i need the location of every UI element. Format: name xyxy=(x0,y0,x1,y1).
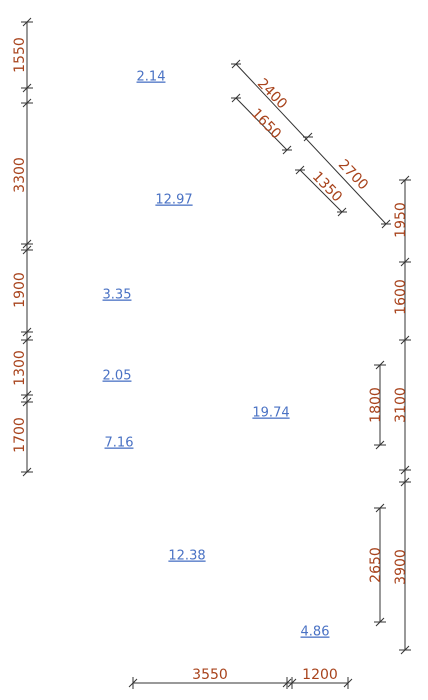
tick-marks xyxy=(21,17,411,689)
tick-mark xyxy=(375,440,385,450)
tick-mark xyxy=(343,678,353,688)
tick-mark xyxy=(400,175,410,185)
dimension-label: 1900 xyxy=(12,272,28,308)
tick-mark xyxy=(375,503,385,513)
dimension-lines xyxy=(26,22,406,684)
room-area: 4.86 xyxy=(301,625,330,640)
dimension-label: 2650 xyxy=(368,547,384,583)
dimension-label: 3100 xyxy=(393,387,409,423)
dimension-label: 1200 xyxy=(302,667,338,683)
room-area: 12.38 xyxy=(168,549,205,564)
dimension-label: 1950 xyxy=(393,202,409,238)
dimension-label: 1700 xyxy=(12,417,28,453)
room-area: 3.35 xyxy=(103,288,132,303)
tick-mark xyxy=(22,327,32,337)
dimension-label: 1300 xyxy=(12,350,28,386)
room-area: 2.14 xyxy=(137,70,166,85)
tick-mark xyxy=(375,360,385,370)
tick-mark xyxy=(22,397,32,407)
tick-mark xyxy=(128,678,138,688)
tick-mark xyxy=(22,98,32,108)
tick-mark xyxy=(22,239,32,249)
room-area: 12.97 xyxy=(155,193,192,208)
dimension-line xyxy=(235,63,387,225)
tick-mark xyxy=(282,678,292,688)
tick-mark xyxy=(22,17,32,27)
tick-mark xyxy=(287,678,297,688)
dimension-line xyxy=(235,97,288,151)
tick-mark xyxy=(22,83,32,93)
room-area: 19.74 xyxy=(252,406,289,421)
room-areas: 2.14 12.97 3.35 2.05 19.74 7.16 12.38 4.… xyxy=(103,70,330,640)
tick-mark xyxy=(22,245,32,255)
room-area: 2.05 xyxy=(103,369,132,384)
dimension-label: 1600 xyxy=(393,279,409,315)
tick-mark xyxy=(22,467,32,477)
dimension-line xyxy=(299,169,343,213)
dimension-label: 3300 xyxy=(12,157,28,193)
room-area: 7.16 xyxy=(105,436,134,451)
dimension-label: 3550 xyxy=(192,667,228,683)
dimension-label: 3900 xyxy=(393,549,409,585)
tick-mark xyxy=(400,645,410,655)
tick-mark xyxy=(375,617,385,627)
tick-mark xyxy=(400,465,410,475)
tick-mark xyxy=(400,477,410,487)
tick-mark xyxy=(400,257,410,267)
dimension-label: 1550 xyxy=(12,37,28,73)
tick-mark xyxy=(22,335,32,345)
dimension-label: 1800 xyxy=(368,387,384,423)
dimension-labels: 1550 3300 1900 1300 1700 1950 1600 3100 … xyxy=(12,37,409,683)
tick-mark xyxy=(22,390,32,400)
tick-mark xyxy=(400,335,410,345)
